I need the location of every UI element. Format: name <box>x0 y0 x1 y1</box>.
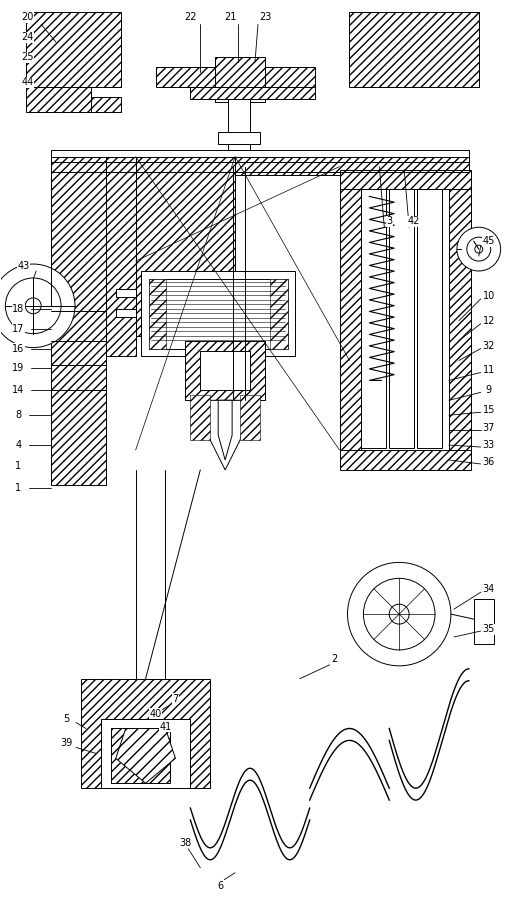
Text: 9: 9 <box>486 385 492 395</box>
Bar <box>91 97 121 112</box>
Bar <box>215 57 265 87</box>
Bar <box>389 189 414 448</box>
Circle shape <box>6 278 61 334</box>
Polygon shape <box>116 728 175 784</box>
Bar <box>350 13 479 87</box>
Bar <box>141 271 295 355</box>
Bar <box>51 156 106 484</box>
Text: 24: 24 <box>21 33 34 43</box>
Bar <box>148 279 288 348</box>
Bar <box>136 156 235 335</box>
Bar <box>111 728 171 784</box>
Text: 36: 36 <box>483 457 495 467</box>
Text: 40: 40 <box>149 709 162 719</box>
Bar <box>81 679 210 788</box>
Bar <box>116 309 136 316</box>
Polygon shape <box>240 400 250 440</box>
Bar <box>106 156 136 355</box>
Text: 1: 1 <box>15 483 21 493</box>
Bar <box>474 599 494 644</box>
Text: 14: 14 <box>12 385 24 395</box>
Text: 37: 37 <box>483 424 495 434</box>
Polygon shape <box>218 400 232 460</box>
Text: 12: 12 <box>483 315 495 325</box>
Text: 33: 33 <box>483 440 495 450</box>
Text: 4: 4 <box>15 440 21 450</box>
Text: 18: 18 <box>12 304 24 314</box>
Bar <box>218 132 260 144</box>
Bar <box>339 450 471 470</box>
Bar <box>51 150 469 156</box>
Bar <box>200 351 250 390</box>
Text: 21: 21 <box>224 13 236 23</box>
Text: 32: 32 <box>483 341 495 351</box>
Text: 39: 39 <box>60 738 72 748</box>
Text: 25: 25 <box>21 52 34 62</box>
Circle shape <box>347 563 451 665</box>
Bar <box>240 395 260 440</box>
Text: 3: 3 <box>386 216 392 226</box>
Bar <box>339 176 361 455</box>
Bar <box>148 279 167 348</box>
Bar <box>190 87 314 99</box>
Text: 7: 7 <box>172 694 178 704</box>
Text: 43: 43 <box>17 261 29 271</box>
Text: 44: 44 <box>21 77 34 87</box>
Bar <box>26 87 91 112</box>
Text: 20: 20 <box>21 13 34 23</box>
Text: 11: 11 <box>483 365 495 375</box>
Text: 5: 5 <box>63 714 69 724</box>
Circle shape <box>389 604 409 624</box>
Polygon shape <box>200 400 250 470</box>
Text: 1: 1 <box>15 483 21 493</box>
Bar <box>155 67 215 87</box>
Text: 1: 1 <box>15 461 21 471</box>
Text: 10: 10 <box>483 291 495 301</box>
Text: 41: 41 <box>160 722 172 732</box>
Bar <box>26 13 121 87</box>
Text: 2: 2 <box>331 654 338 664</box>
Bar <box>116 289 136 297</box>
Bar <box>417 189 442 448</box>
Bar <box>265 67 314 97</box>
Text: 38: 38 <box>179 838 192 848</box>
Bar <box>339 170 471 189</box>
Bar <box>215 87 265 102</box>
Circle shape <box>363 578 435 650</box>
Text: 35: 35 <box>483 624 495 634</box>
Text: 15: 15 <box>483 405 495 415</box>
Circle shape <box>457 227 501 271</box>
Bar <box>101 718 190 788</box>
Bar <box>270 279 288 348</box>
Bar <box>449 176 471 455</box>
Circle shape <box>467 237 491 261</box>
Text: 16: 16 <box>12 344 24 354</box>
Text: 19: 19 <box>12 364 24 374</box>
Circle shape <box>0 264 75 347</box>
Text: 22: 22 <box>184 13 197 23</box>
Text: 23: 23 <box>259 13 271 23</box>
Text: 8: 8 <box>15 410 21 420</box>
Circle shape <box>25 298 41 314</box>
Circle shape <box>475 245 483 253</box>
Text: 6: 6 <box>217 881 223 891</box>
Text: 17: 17 <box>12 324 24 334</box>
Text: 34: 34 <box>483 584 495 594</box>
Bar <box>361 189 386 448</box>
Text: 45: 45 <box>483 236 495 246</box>
Bar <box>51 156 469 175</box>
Bar <box>185 341 265 400</box>
Polygon shape <box>200 400 210 440</box>
Bar <box>228 99 250 168</box>
Text: 42: 42 <box>408 216 420 226</box>
Bar <box>190 395 210 440</box>
